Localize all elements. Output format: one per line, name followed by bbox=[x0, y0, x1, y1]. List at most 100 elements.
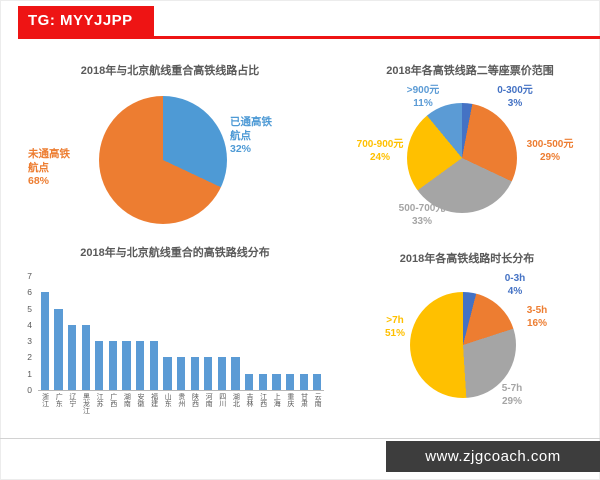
plot-area bbox=[38, 276, 324, 391]
x-axis-label: 山东 bbox=[164, 393, 172, 407]
bar bbox=[40, 292, 49, 390]
bar bbox=[217, 357, 227, 390]
red-divider-line bbox=[18, 36, 600, 39]
x-axis-label: 湖南 bbox=[123, 393, 131, 407]
bar-slot bbox=[270, 276, 284, 390]
pie-slice-label-over-7h: >7h 51% bbox=[384, 315, 405, 339]
bar bbox=[54, 308, 63, 390]
footer-site-url: www.zjgcoach.com bbox=[425, 448, 561, 465]
tg-watermark-banner: TG: MYYJJPP bbox=[18, 6, 154, 36]
x-axis: 浙江 广东 辽宁 黑龙江 江苏 广西 湖南 安徽 福建 山东 贵州 陕西 河南 四川 湖北 吉林 江西 上海 重庆甘… bbox=[38, 393, 324, 437]
x-axis-label: 福建 bbox=[150, 393, 158, 407]
bar-slot bbox=[38, 276, 52, 390]
y-axis-label: 7 bbox=[27, 271, 32, 281]
x-axis-label: 江西 bbox=[259, 393, 267, 407]
y-axis-label: 3 bbox=[27, 336, 32, 347]
bar bbox=[258, 373, 267, 390]
pie-slice-label-700-900: 700-900元 24% bbox=[356, 139, 404, 163]
pie-ticket-price-range bbox=[407, 103, 517, 213]
y-axis: 0 1 2 3 4 5 6 7 bbox=[20, 271, 34, 395]
chart-title-duration-pie: 2018年各高铁线路时长分布 bbox=[399, 253, 535, 265]
x-axis-label: 江苏 bbox=[96, 393, 104, 407]
bar bbox=[149, 341, 158, 390]
bar bbox=[285, 373, 295, 390]
bar-slot bbox=[106, 276, 120, 390]
x-axis-label: 河南 bbox=[205, 393, 213, 407]
y-axis-label: 0 bbox=[27, 385, 32, 395]
bar bbox=[108, 341, 118, 390]
bar-slot bbox=[161, 276, 175, 390]
pie-slice-label-5-7h: 5-7h 29% bbox=[501, 383, 523, 407]
bar bbox=[190, 357, 199, 390]
footer-site-banner: www.zjgcoach.com bbox=[386, 441, 600, 472]
bar bbox=[67, 324, 77, 390]
bar-slot bbox=[202, 276, 216, 390]
bar-slot bbox=[229, 276, 243, 390]
bar-slot bbox=[93, 276, 107, 390]
y-axis-label: 4 bbox=[27, 319, 32, 330]
bar-slot bbox=[311, 276, 325, 390]
x-axis-label: 浙江 bbox=[41, 393, 49, 407]
x-axis-label: 重庆 bbox=[286, 393, 294, 407]
y-axis-label: 6 bbox=[27, 287, 32, 298]
bar-slot bbox=[133, 276, 147, 390]
footer-divider-line bbox=[0, 438, 600, 439]
tg-watermark-text: TG: MYYJJPP bbox=[28, 12, 133, 29]
bar bbox=[299, 373, 308, 390]
x-axis-label: 湖北 bbox=[232, 393, 240, 407]
bar-slot bbox=[242, 276, 256, 390]
pie-slice-label-opened: 已通高铁航点 32% bbox=[230, 116, 272, 156]
bar-slot bbox=[120, 276, 134, 390]
x-axis-label: 甘肃 bbox=[300, 393, 308, 407]
chart-title-route-bar: 2018年与北京航线重合的高铁路线分布 bbox=[80, 247, 270, 259]
bar bbox=[122, 341, 131, 390]
x-axis-label: 吉林 bbox=[246, 393, 254, 407]
pie-slice-label-0-300: 0-300元 3% bbox=[497, 85, 533, 109]
bar-slot bbox=[52, 276, 66, 390]
pie-slice-label-300-500: 300-500元 29% bbox=[526, 139, 574, 163]
bar-slot bbox=[65, 276, 79, 390]
y-axis-label: 1 bbox=[27, 368, 32, 379]
bar bbox=[204, 357, 213, 390]
pie-trip-duration bbox=[410, 292, 516, 398]
bar-chart-route-distribution: 0 1 2 3 4 5 6 7 浙江 广东 辽宁 黑龙江 江苏 广西 湖南 安徽 福建 山东 贵州 陕西 河南 四川 湖北… bbox=[20, 271, 332, 438]
pie-slice-label-500-700: 500-700元 33% bbox=[398, 203, 446, 227]
bar-slot bbox=[256, 276, 270, 390]
x-axis-label: 广东 bbox=[55, 393, 63, 407]
bar bbox=[313, 373, 322, 390]
x-axis-label: 云南 bbox=[314, 393, 322, 407]
chart-title-price-pie: 2018年各高铁线路二等座票价范围 bbox=[386, 65, 554, 77]
bar bbox=[136, 341, 145, 390]
bar-slot bbox=[215, 276, 229, 390]
bar-slot bbox=[297, 276, 311, 390]
pie-slice-label-not-opened: 未通高铁航点 68% bbox=[28, 148, 70, 188]
y-axis-label: 2 bbox=[27, 352, 32, 363]
bar bbox=[163, 357, 172, 390]
x-axis-label: 辽宁 bbox=[68, 393, 76, 407]
bar bbox=[95, 341, 104, 390]
x-axis-label: 上海 bbox=[273, 393, 281, 407]
bar-slot bbox=[283, 276, 297, 390]
x-axis-label: 四川 bbox=[218, 393, 226, 407]
chart-title-overlap-pie: 2018年与北京航线重合高铁线路占比 bbox=[80, 65, 260, 77]
x-axis-label: 陕西 bbox=[191, 393, 199, 407]
pie-slice-label-over-900: >900元 11% bbox=[406, 85, 440, 109]
pie-overlap-ratio bbox=[99, 96, 227, 224]
bar-slot bbox=[79, 276, 93, 390]
bar-slot bbox=[188, 276, 202, 390]
bar bbox=[176, 357, 186, 390]
bar-slot bbox=[147, 276, 161, 390]
bar bbox=[231, 357, 240, 390]
bar bbox=[81, 324, 90, 390]
x-axis-label: 广西 bbox=[109, 393, 117, 407]
x-axis-label: 安徽 bbox=[137, 393, 145, 407]
bar bbox=[245, 373, 254, 390]
pie-slice-label-0-3h: 0-3h 4% bbox=[504, 273, 526, 297]
y-axis-label: 5 bbox=[27, 303, 32, 314]
x-axis-label: 黑龙江 bbox=[82, 393, 90, 414]
x-axis-label: 贵州 bbox=[177, 393, 185, 407]
bar bbox=[272, 373, 281, 390]
bar-slot bbox=[174, 276, 188, 390]
pie-slice-label-3-5h: 3-5h 16% bbox=[526, 305, 548, 329]
